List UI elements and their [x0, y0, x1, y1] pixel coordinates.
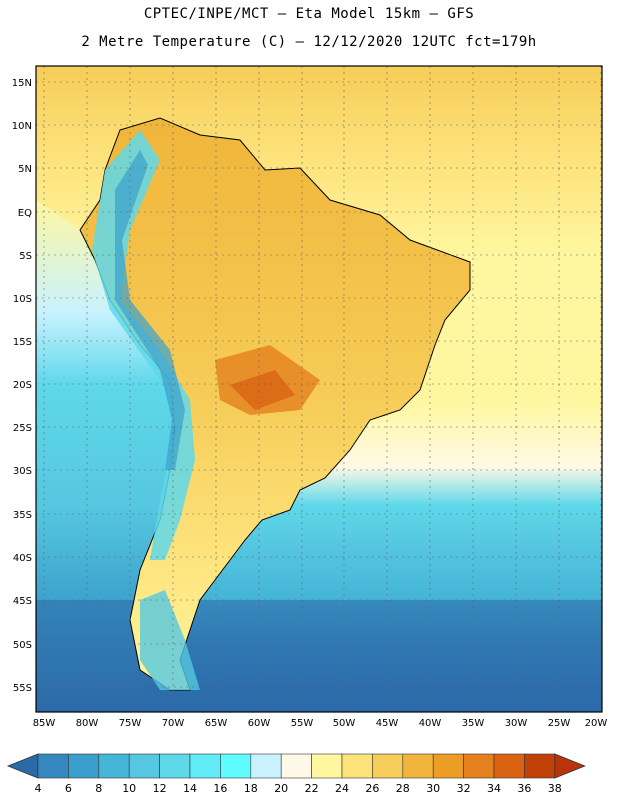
lon-label: 50W	[333, 718, 356, 729]
colorbar-segment	[432, 753, 464, 779]
colorbar-segment	[493, 753, 525, 779]
colorbar-label: 8	[95, 782, 102, 795]
colorbar-segment	[159, 753, 191, 779]
lon-label: 25W	[548, 718, 571, 729]
colorbar-segment	[37, 753, 69, 779]
colorbar-label: 30	[426, 782, 440, 795]
lon-label: 70W	[162, 718, 185, 729]
lon-label: 40W	[419, 718, 442, 729]
title-line-1: CPTEC/INPE/MCT – Eta Model 15km – GFS	[143, 6, 475, 22]
lon-label: 55W	[291, 718, 314, 729]
colorbar-segment	[402, 753, 434, 779]
colorbar-segment	[128, 753, 160, 779]
colorbar-label: 24	[335, 782, 349, 795]
colorbar-label: 10	[122, 782, 136, 795]
grid-lines	[36, 66, 602, 712]
lat-label: 10N	[12, 121, 32, 132]
lat-label: 5N	[18, 164, 32, 175]
lat-label: 40S	[13, 553, 32, 564]
lat-label: 55S	[13, 683, 32, 694]
colorbar-label: 20	[274, 782, 288, 795]
colorbar-label: 26	[365, 782, 379, 795]
lat-label: 5S	[19, 251, 32, 262]
lon-label: 35W	[462, 718, 485, 729]
colorbar-label: 16	[213, 782, 227, 795]
colorbar-segment	[250, 753, 282, 779]
colorbar-segment	[463, 753, 495, 779]
lat-label: 15S	[13, 337, 32, 348]
lat-label: 45S	[13, 596, 32, 607]
lat-label: 30S	[13, 466, 32, 477]
lat-label: 25S	[13, 423, 32, 434]
colorbar-label: 12	[153, 782, 167, 795]
plot-frame	[35, 65, 603, 713]
lon-label: 45W	[376, 718, 399, 729]
colorbar-segment	[311, 753, 343, 779]
colorbar-left-arrow	[6, 753, 39, 779]
colorbar-segment	[189, 753, 221, 779]
colorbar-label: 34	[487, 782, 501, 795]
colorbar-label: 38	[548, 782, 562, 795]
lon-label: 60W	[248, 718, 271, 729]
lat-label: 15N	[12, 78, 32, 89]
colorbar-segment	[524, 753, 556, 779]
lat-label: 10S	[13, 294, 32, 305]
lon-label: 30W	[505, 718, 528, 729]
lon-label: 65W	[205, 718, 228, 729]
longitude-labels: 85W 80W 75W 70W 65W 60W 55W 50W 45W 40W …	[33, 718, 608, 729]
colorbar-segment	[341, 753, 373, 779]
colorbar-right-arrow	[554, 753, 586, 779]
lat-label: 50S	[13, 640, 32, 651]
colorbar-segment	[98, 753, 130, 779]
colorbar-segment	[280, 753, 312, 779]
lat-label: EQ	[18, 208, 32, 219]
lon-label: 75W	[119, 718, 142, 729]
colorbar-segment	[220, 753, 252, 779]
colorbar-segment	[68, 753, 100, 779]
colorbar-label: 14	[183, 782, 197, 795]
colorbar-segment	[372, 753, 404, 779]
lat-label: 20S	[13, 380, 32, 391]
colorbar-label: 4	[35, 782, 42, 795]
lon-label: 80W	[76, 718, 99, 729]
colorbar-label: 36	[517, 782, 531, 795]
colorbar-label: 6	[65, 782, 72, 795]
colorbar-label: 18	[244, 782, 258, 795]
lat-label: 35S	[13, 510, 32, 521]
colorbar: 4 6 8 10 12 14 16 18 20 22 24 26 28 30 32 34 36 38	[6, 753, 586, 795]
colorbar-label: 22	[305, 782, 319, 795]
lon-label: 20W	[585, 718, 608, 729]
colorbar-label: 32	[457, 782, 471, 795]
lon-label: 85W	[33, 718, 56, 729]
title-line-2: 2 Metre Temperature (C) – 12/12/2020 12U…	[81, 34, 537, 50]
colorbar-label: 28	[396, 782, 410, 795]
latitude-labels: 15N 10N 5N EQ 5S 10S 15S 20S 25S 30S 35S…	[12, 78, 32, 694]
